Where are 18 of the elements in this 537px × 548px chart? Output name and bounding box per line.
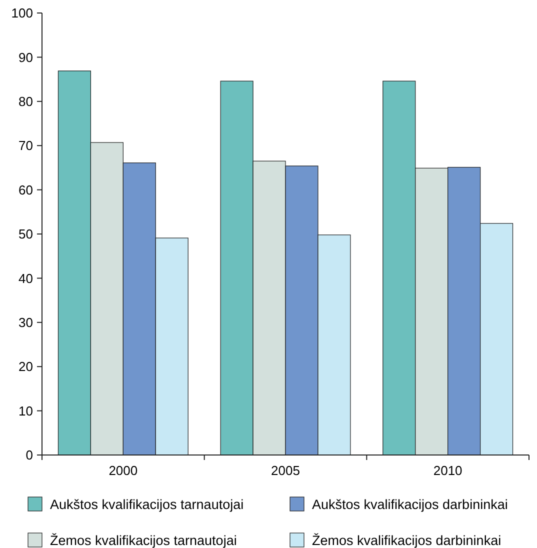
y-tick-label: 80 xyxy=(18,94,33,109)
y-tick-label: 10 xyxy=(18,403,33,418)
x-tick-label: 2000 xyxy=(108,463,138,478)
x-tick-label: 2010 xyxy=(433,463,462,478)
y-tick-label: 20 xyxy=(18,359,33,374)
y-tick-label: 90 xyxy=(18,50,33,65)
y-tick-label: 60 xyxy=(18,182,33,198)
y-tick-label: 70 xyxy=(18,138,33,154)
legend-label: Žemos kvalifikacijos tarnautojai xyxy=(50,533,237,548)
x-tick-label: 2005 xyxy=(271,463,300,478)
y-tick-label: 100 xyxy=(11,6,33,21)
legend-label: Aukštos kvalifikacijos tarnautojai xyxy=(50,497,244,512)
y-tick-label: 50 xyxy=(18,226,33,242)
y-tick-label: 0 xyxy=(26,448,33,463)
y-tick-label: 30 xyxy=(18,314,33,330)
legend-label: Aukštos kvalifikacijos darbininkai xyxy=(312,497,508,512)
legend-label: Žemos kvalifikacijos darbininkai xyxy=(312,533,502,548)
y-tick-label: 40 xyxy=(18,270,33,286)
